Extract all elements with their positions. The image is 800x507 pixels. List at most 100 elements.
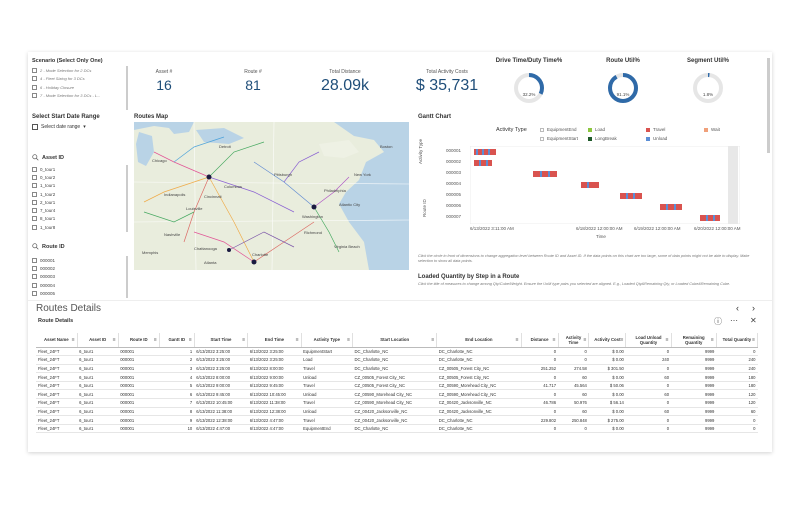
- asset-filter-item[interactable]: 8_tour1: [32, 215, 126, 223]
- column-menu-icon[interactable]: ≡: [153, 337, 157, 343]
- column-header[interactable]: Asset Name ≡: [36, 333, 78, 348]
- table-row[interactable]: Fleet_24FT 6_tour1 000001 8 6/13/2022 11:38:…: [36, 407, 758, 417]
- checkbox[interactable]: [32, 290, 37, 296]
- table-row[interactable]: Fleet_24FT 6_tour1 000001 6 6/13/2022 9:45:0…: [36, 389, 758, 400]
- asset-filter-item[interactable]: 1_tour2: [32, 190, 126, 198]
- column-menu-icon[interactable]: ≡: [431, 337, 435, 343]
- route-filter-item[interactable]: 000001: [32, 256, 126, 264]
- map-label: Virginia Beach: [334, 244, 360, 249]
- asset-filter-item[interactable]: 0_tour1: [32, 165, 126, 173]
- legend-item[interactable]: Wait: [704, 127, 720, 132]
- checkbox[interactable]: [32, 257, 37, 263]
- checkbox[interactable]: [32, 76, 37, 82]
- map-title: Routes Map: [134, 114, 169, 120]
- checkbox[interactable]: [32, 208, 37, 214]
- column-header[interactable]: Activity Cost ≡: [588, 333, 627, 348]
- legend-item[interactable]: EquipmentStart: [540, 136, 578, 141]
- asset-filter-list[interactable]: 0_tour1 0_tour2 1_tour1 1_tour2 2_tour1 …: [32, 165, 128, 232]
- legend-item[interactable]: Load: [588, 127, 605, 132]
- column-menu-icon[interactable]: ≡: [583, 337, 587, 343]
- column-header[interactable]: Distance ≡: [521, 333, 559, 348]
- checkbox[interactable]: [32, 265, 37, 271]
- checkbox[interactable]: [32, 282, 37, 288]
- asset-filter-item[interactable]: 1_tour8: [32, 223, 126, 231]
- date-range-select[interactable]: Select date range ▾: [32, 124, 86, 130]
- asset-filter-item[interactable]: 7_tour4: [32, 206, 126, 214]
- column-header[interactable]: Asset ID ≡: [77, 333, 119, 348]
- checkbox[interactable]: [32, 274, 37, 280]
- next-page-icon[interactable]: ›: [752, 303, 755, 313]
- column-header[interactable]: End Time ≡: [247, 333, 302, 348]
- column-menu-icon[interactable]: ≡: [552, 337, 556, 343]
- column-header[interactable]: Load Unload Quantity ≡: [625, 333, 672, 348]
- table-cell: 0: [558, 355, 589, 365]
- routes-map[interactable]: Chicago Indianapolis Columbus Pittsburgh…: [134, 122, 409, 270]
- close-icon[interactable]: ✕: [750, 316, 757, 325]
- column-header[interactable]: End Location ≡: [436, 333, 522, 348]
- checkbox[interactable]: [32, 67, 37, 73]
- more-options-icon[interactable]: ⋯: [730, 316, 738, 325]
- asset-filter-item[interactable]: 0_tour2: [32, 173, 126, 181]
- legend-item[interactable]: LongBreak: [588, 136, 617, 141]
- column-menu-icon[interactable]: ≡: [188, 337, 192, 343]
- scrollbar[interactable]: [767, 58, 770, 153]
- column-header[interactable]: Activity Time ≡: [558, 333, 590, 348]
- column-header[interactable]: Activity Type ≡: [301, 333, 354, 348]
- column-header[interactable]: Start Time ≡: [194, 333, 249, 348]
- checkbox[interactable]: [32, 199, 37, 205]
- route-filter-item[interactable]: 000003: [32, 273, 126, 281]
- search-icon[interactable]: [32, 243, 39, 250]
- scenario-item[interactable]: 7 - Mode Selection for 3 DCs - L...: [32, 92, 126, 101]
- gantt-plot[interactable]: [470, 146, 740, 224]
- checkbox[interactable]: [32, 191, 37, 197]
- scenario-list[interactable]: 2 - Mode Selection for 2 DCs 4 - Fleet S…: [32, 66, 128, 110]
- checkbox[interactable]: [32, 183, 37, 189]
- table-row[interactable]: Fleet_24FT 6_tour1 000001 9 6/13/2022 12:38:…: [36, 415, 758, 425]
- route-filter-item[interactable]: 000002: [32, 264, 126, 272]
- route-filter-item[interactable]: 000004: [32, 281, 126, 289]
- table-cell: 0: [521, 355, 559, 365]
- table-row[interactable]: Fleet_24FT 6_tour1 000001 1 6/13/2022 3:25:0…: [36, 347, 758, 357]
- checkbox[interactable]: [32, 224, 37, 230]
- search-icon[interactable]: [32, 154, 39, 161]
- column-menu-icon[interactable]: ≡: [71, 337, 75, 343]
- table-row[interactable]: Fleet_24FT 6_tour1 000001 7 6/13/2022 10:45:…: [36, 398, 758, 408]
- scenario-item[interactable]: 6 - Holiday Closure: [32, 83, 126, 92]
- checkbox[interactable]: [32, 93, 37, 99]
- asset-filter-item[interactable]: 1_tour1: [32, 182, 126, 190]
- column-header[interactable]: Start Location ≡: [352, 333, 438, 348]
- column-menu-icon[interactable]: ≡: [242, 337, 246, 343]
- column-header[interactable]: Total Quantity ≡: [716, 333, 759, 348]
- checkbox[interactable]: [32, 174, 37, 180]
- route-filter-list[interactable]: 000001 000002 000003 000004 000005: [32, 256, 128, 298]
- column-menu-icon[interactable]: ≡: [515, 337, 519, 343]
- table-row[interactable]: Fleet_24FT 6_tour1 000001 2 6/13/2022 3:25:0…: [36, 355, 758, 365]
- column-header[interactable]: Route ID ≡: [118, 333, 160, 348]
- route-filter-item[interactable]: 000005: [32, 289, 126, 297]
- table-row[interactable]: Fleet_24FT 6_tour1 000001 4 6/13/2022 8:00:0…: [36, 372, 758, 382]
- column-header[interactable]: Gantt ID ≡: [159, 333, 195, 348]
- asset-filter-item[interactable]: 2_tour1: [32, 198, 126, 206]
- table-row[interactable]: Fleet_24FT 6_tour1 000001 5 6/13/2022 9:00:0…: [36, 381, 758, 391]
- table-row[interactable]: Fleet_24FT 6_tour1 000001 3 6/13/2022 3:25:0…: [36, 364, 758, 374]
- legend-item[interactable]: Unload: [646, 136, 667, 141]
- column-menu-icon[interactable]: ≡: [295, 337, 299, 343]
- checkbox[interactable]: [32, 84, 37, 90]
- column-menu-icon[interactable]: ≡: [665, 337, 669, 343]
- legend-item[interactable]: EquipmentEnd: [540, 127, 577, 132]
- checkbox[interactable]: [32, 166, 37, 172]
- table-row[interactable]: Fleet_24FT 6_tour1 000001 10 6/13/2022 4:47:…: [36, 424, 758, 434]
- map-canvas[interactable]: [134, 122, 409, 270]
- column-menu-icon[interactable]: ≡: [710, 337, 714, 343]
- checkbox[interactable]: [32, 216, 37, 222]
- column-menu-icon[interactable]: ≡: [752, 337, 755, 343]
- column-menu-icon[interactable]: ≡: [112, 337, 116, 343]
- column-menu-icon[interactable]: ≡: [620, 337, 624, 343]
- scenario-item[interactable]: 4 - Fleet Sizing for 3 DCs: [32, 75, 126, 84]
- legend-item[interactable]: Travel: [646, 127, 665, 132]
- prev-page-icon[interactable]: ‹: [736, 303, 739, 313]
- scenario-item[interactable]: 2 - Mode Selection for 2 DCs: [32, 66, 126, 75]
- info-icon[interactable]: ⓘ: [714, 317, 722, 326]
- column-menu-icon[interactable]: ≡: [347, 337, 351, 343]
- column-header[interactable]: Remaining Quantity ≡: [671, 333, 717, 348]
